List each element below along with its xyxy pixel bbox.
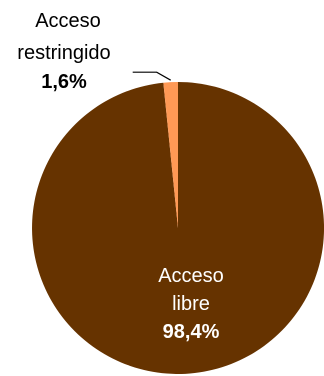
pie-slice-acceso-restringido [163,82,178,228]
slice-labels: Acceso restringido 1,6% Acceso libre 98,4% [17,10,223,343]
label-acceso-restringido-line1: Acceso [35,10,101,32]
label-acceso-restringido-line2: restringido [17,42,110,64]
pie-slices [32,82,324,374]
label-acceso-libre-line2: libre [172,293,210,315]
leader-lines [132,71,171,81]
label-acceso-libre-value: 98,4% [163,321,220,343]
pie-slice-acceso-libre [32,82,324,374]
label-acceso-restringido-value: 1,6% [41,71,87,93]
label-acceso-libre-line1: Acceso [158,265,224,287]
leader-line-acceso-restringido [132,71,171,81]
